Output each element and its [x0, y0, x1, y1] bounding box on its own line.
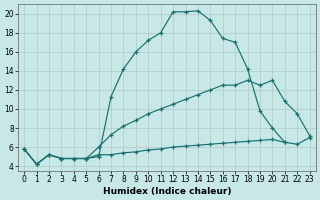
X-axis label: Humidex (Indice chaleur): Humidex (Indice chaleur): [103, 187, 231, 196]
